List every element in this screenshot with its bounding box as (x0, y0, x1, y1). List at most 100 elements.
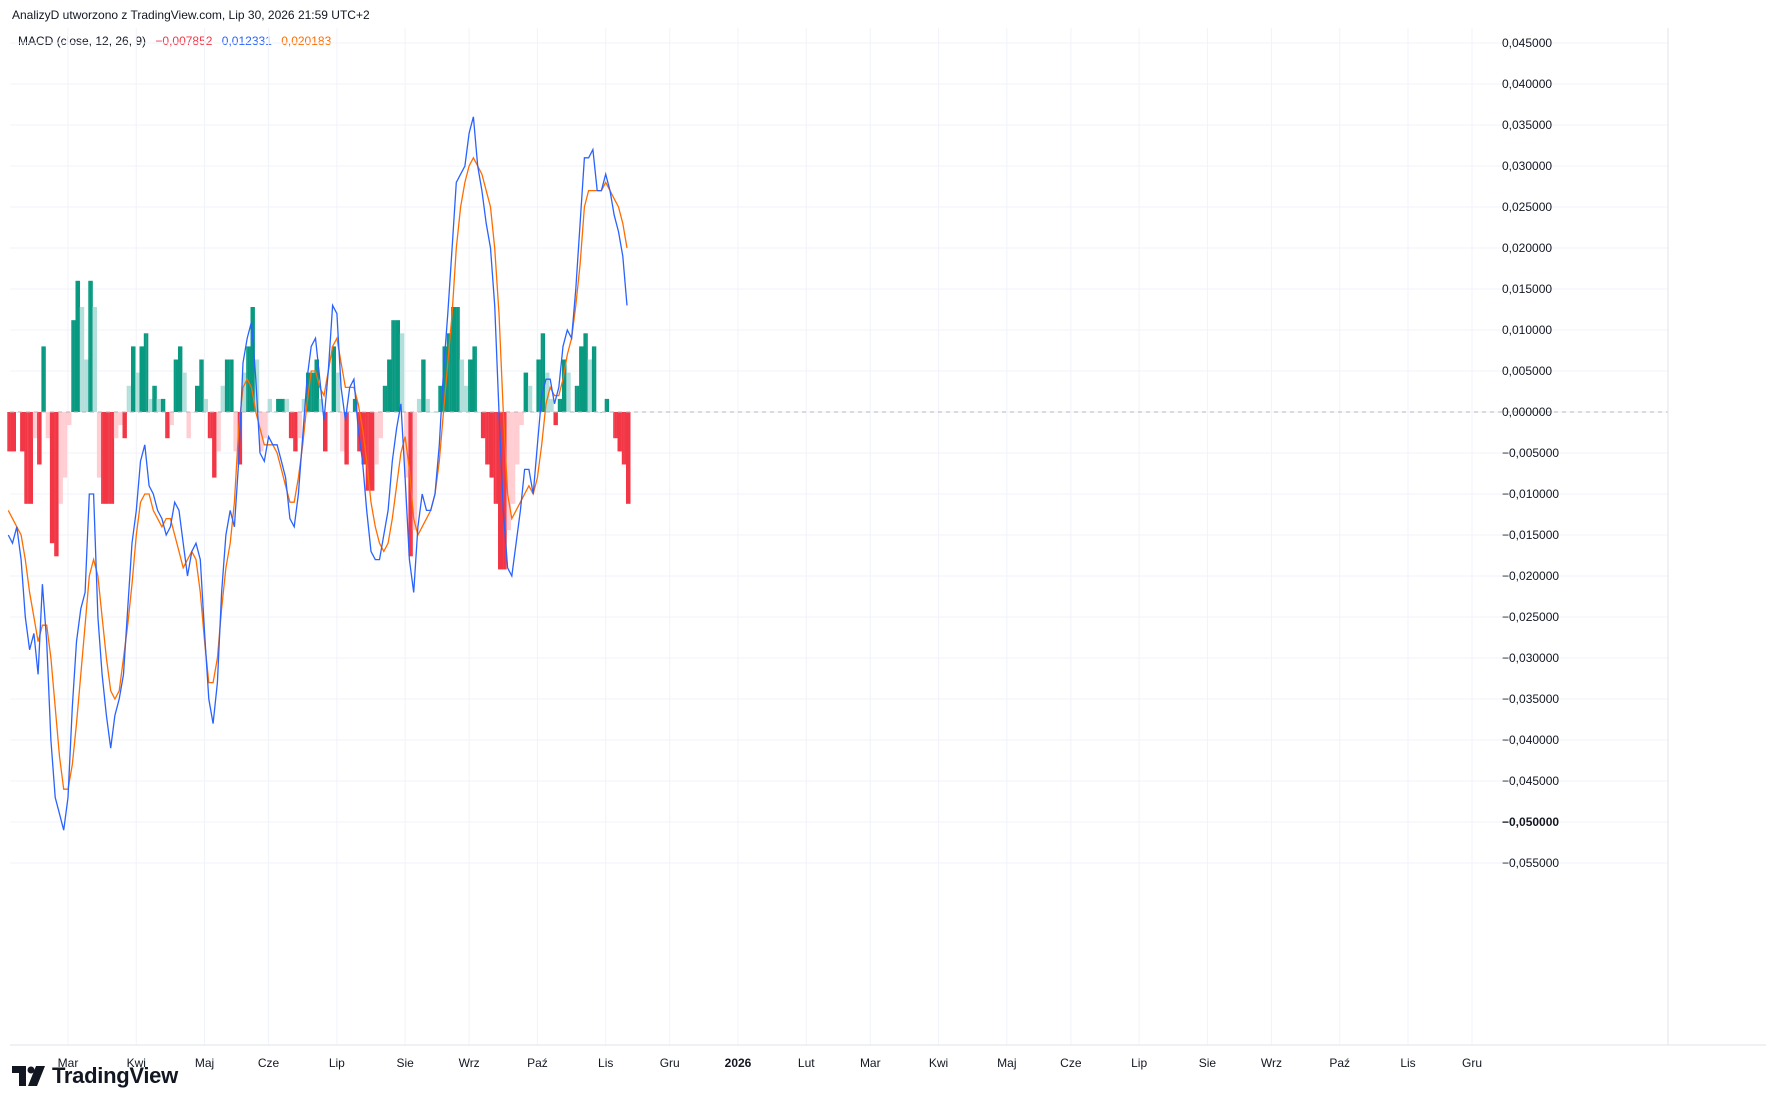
histogram-bar (323, 412, 325, 452)
histogram-bar (421, 359, 423, 412)
histogram-bar (122, 412, 125, 439)
y-tick-label: 0,000000 (1502, 405, 1552, 419)
histogram-bar (202, 359, 204, 412)
histogram-bar (324, 412, 327, 452)
histogram-bar (163, 398, 166, 412)
histogram-bar (61, 412, 63, 504)
histogram-bar (179, 346, 181, 412)
histogram-bar (314, 359, 317, 412)
histogram-bar (139, 346, 142, 412)
histogram-bar (217, 412, 220, 452)
histogram-bar (108, 412, 110, 504)
histogram-bar (249, 346, 251, 412)
histogram-bar (438, 385, 440, 412)
x-tick-label: Mar (860, 1056, 881, 1070)
histogram-bar (55, 412, 58, 557)
histogram-bar (28, 412, 31, 504)
y-tick-label: 0,020000 (1502, 241, 1552, 255)
histogram-bar (364, 412, 366, 465)
histogram-bar (412, 412, 415, 531)
histogram-bar (358, 412, 361, 452)
histogram-bar (40, 412, 42, 465)
histogram-bar (482, 412, 484, 439)
histogram-bar (347, 412, 349, 465)
histogram-bar (407, 412, 409, 478)
histogram-bar (529, 385, 531, 412)
histogram-bar (515, 412, 517, 465)
histogram-bar (609, 412, 611, 413)
histogram-bar (350, 412, 352, 413)
histogram-bar (313, 372, 315, 412)
y-tick-label: −0,045000 (1502, 774, 1559, 788)
histogram-bar (411, 412, 413, 557)
histogram-bar (461, 359, 463, 412)
histogram-bar (175, 359, 177, 412)
histogram-bar (118, 412, 120, 426)
histogram-bar (563, 359, 565, 412)
time-axis[interactable]: Mar Kwi Maj Cze Lip Sie Wrz Paź Lis Gru 2026 Lut Mar… (58, 1056, 1482, 1070)
histogram-bar (579, 346, 581, 412)
histogram-bar (475, 346, 477, 412)
histogram-bar (315, 359, 318, 412)
histogram-bar (483, 412, 486, 439)
histogram-bar (516, 412, 519, 465)
histogram-bar (71, 320, 73, 412)
histogram-bar (58, 412, 61, 504)
histogram-bar (263, 412, 265, 439)
histogram-bar (54, 412, 56, 557)
histogram-bar (581, 346, 584, 412)
histogram-bar (479, 412, 482, 413)
y-tick-label: 0,045000 (1502, 36, 1552, 50)
histogram-bar (488, 412, 490, 465)
y-tick-label: −0,015000 (1502, 528, 1559, 542)
histogram-bar (203, 398, 206, 412)
histogram-bar (463, 385, 466, 412)
histogram-bar (469, 359, 472, 412)
histogram-bar (624, 412, 627, 465)
histogram-bar (590, 359, 593, 412)
histogram-bar (466, 385, 469, 412)
x-tick-label: Lis (598, 1056, 613, 1070)
tradingview-logo[interactable]: TradingView (12, 1062, 178, 1090)
histogram-bar (439, 385, 442, 412)
histogram-bar (170, 412, 173, 426)
histogram-bar (30, 412, 32, 504)
histogram-bar (418, 398, 420, 412)
x-tick-label: Cze (258, 1056, 280, 1070)
histogram-bar (311, 372, 314, 412)
histogram-bar (116, 412, 119, 439)
signal-value: 0,020183 (281, 34, 332, 48)
histogram-bar (47, 412, 49, 439)
histogram-bar (505, 412, 507, 570)
histogram-bar (556, 412, 558, 426)
histogram-bar (92, 307, 95, 412)
histogram-bar (512, 412, 514, 504)
histogram-bar (623, 412, 625, 465)
histogram-bar (172, 412, 174, 426)
histogram-bar (115, 412, 117, 439)
histogram-bar (546, 372, 548, 412)
indicator-legend[interactable]: MACD (close, 12, 26, 9) −0,007852 0,0123… (18, 34, 337, 48)
y-tick-label: −0,055000 (1502, 856, 1559, 870)
histogram-bar (468, 359, 470, 412)
histogram-bar (123, 412, 126, 439)
histogram-bar (142, 346, 144, 412)
price-axis[interactable]: 0,045000 0,040000 0,035000 0,030000 0,025000… (1502, 36, 1559, 870)
histogram-bar (95, 307, 97, 412)
y-tick-label: 0,005000 (1502, 364, 1552, 378)
histogram-bar (197, 385, 200, 412)
chart-attribution: AnalizyD utworzono z TradingView.com, Li… (12, 8, 370, 22)
histogram-bar (205, 398, 207, 412)
histogram-bar (591, 346, 594, 412)
histogram-bar (449, 333, 452, 412)
histogram-bar (10, 412, 12, 452)
histogram-bar (27, 412, 29, 504)
histogram-value: −0,007852 (155, 34, 213, 48)
histogram-bar (251, 307, 254, 412)
y-tick-label: −0,020000 (1502, 569, 1559, 583)
histogram-bar (112, 412, 115, 504)
x-tick-label: Gru (660, 1056, 680, 1070)
histogram-bar (226, 359, 228, 412)
histogram-bar (250, 307, 253, 412)
